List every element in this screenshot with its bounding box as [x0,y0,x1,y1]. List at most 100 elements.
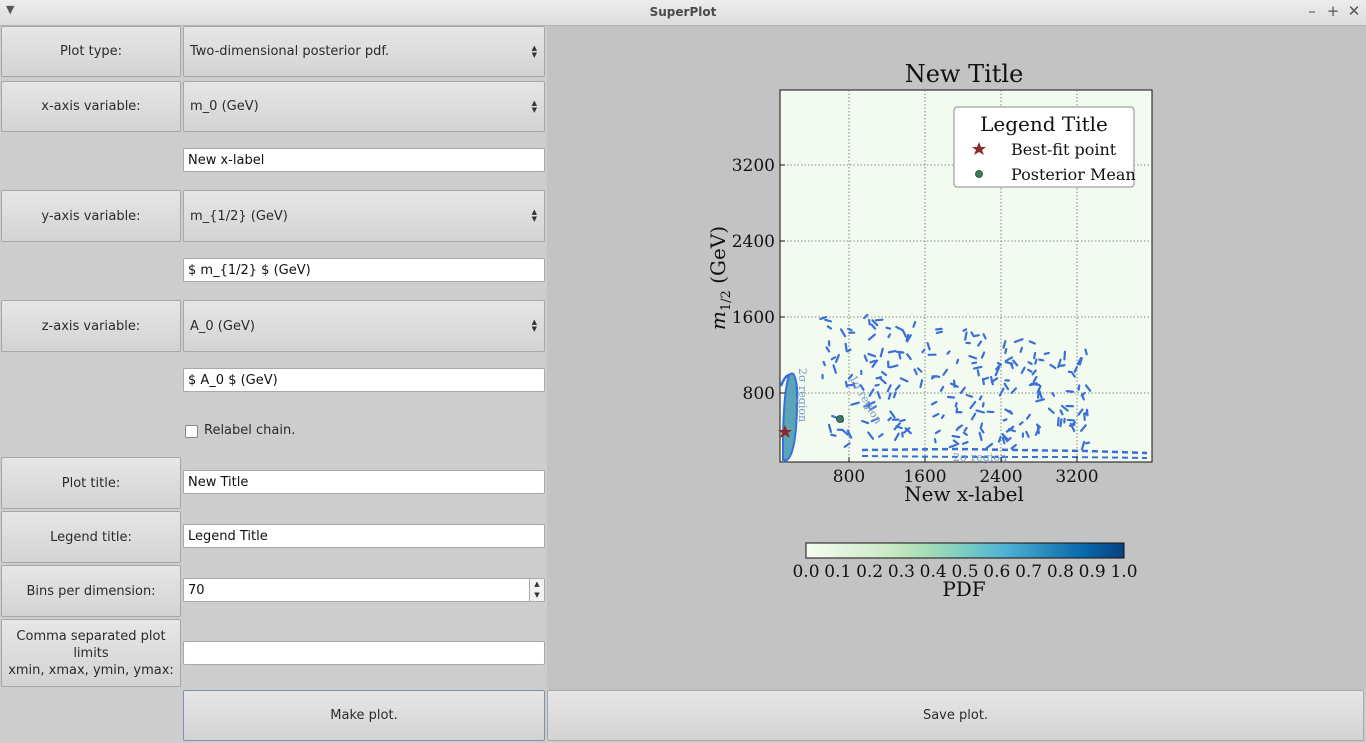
x-tick-label: 2400 [979,467,1022,487]
contour-lines [779,313,1148,463]
contour-segment [869,400,876,405]
y-axis-variable-button[interactable]: y-axis variable: [1,190,181,242]
contour-segment [1073,365,1079,373]
contour-segment [1019,346,1024,353]
core-contour-fill [782,372,799,461]
x-label-input[interactable]: New x-label [183,148,545,172]
window-menu-icon[interactable]: ▼ [6,3,15,16]
z-axis-variable-button[interactable]: z-axis variable: [1,300,181,352]
contour-segment [970,412,977,421]
minimize-icon[interactable]: – [1308,2,1316,20]
bins-value: 70 [188,582,205,598]
y-axis-label: m1/2 (GeV) [706,226,734,330]
plot-type-combo[interactable]: Two-dimensional posterior pdf. ▲ ▼ [183,26,545,77]
close-icon[interactable]: ✕ [1347,2,1361,20]
contour-segment [932,412,940,418]
contour-segment [876,391,882,400]
spin-buttons[interactable]: ▲ ▼ [529,579,544,601]
x-axis-variable-combo[interactable]: m_0 (GeV) ▲ ▼ [183,81,545,132]
contour-segment [1004,361,1014,365]
y-axis-variable-combo[interactable]: m_{1/2} (GeV) ▲ ▼ [183,190,545,242]
spin-down-icon[interactable]: ▼ [534,591,540,599]
plot-title-input[interactable]: New Title [183,470,545,494]
contour-segment [975,409,985,414]
relabel-chain-checkbox[interactable] [185,425,198,438]
z-axis-variable-combo[interactable]: A_0 (GeV) ▲ ▼ [183,300,545,352]
contour-segment [1010,443,1017,450]
contour-segment [1059,418,1063,428]
contour-label-2sigma-left: 2σ region [796,368,809,422]
contour-segment [1032,376,1038,383]
contour-segment [948,443,958,449]
plot-limits-button[interactable]: Comma separated plot limits xmin, xmax, … [1,619,181,687]
contour-segment [930,400,938,406]
z-label-input[interactable]: $ A_0 $ (GeV) [183,368,545,392]
contour-segment [981,378,985,386]
bins-per-dimension-button[interactable]: Bins per dimension: [1,565,181,617]
combo-arrows-icon: ▲ ▼ [531,208,537,223]
colorbar-label: PDF [942,577,985,601]
legend-title-button[interactable]: Legend title: [1,511,181,563]
z-axis-variable-value: A_0 (GeV) [190,318,255,334]
x-axis-variable-button[interactable]: x-axis variable: [1,81,181,132]
contour-segment [1018,421,1024,426]
contour-segment [887,349,897,354]
contour-segment [867,431,875,440]
legend-circle-icon [975,170,983,178]
contour-segment [824,318,833,323]
contour-segment [846,429,853,439]
contour-segment [895,325,904,332]
contour-segment [965,393,974,398]
contour-segment [905,333,910,342]
plot-limits-input[interactable] [183,641,545,665]
plot-type-button[interactable]: Plot type: [1,26,181,77]
contour-segment [869,405,877,411]
contour-segment [970,331,975,338]
contour-segment [879,377,887,385]
contour-segment [951,434,961,439]
spin-up-icon[interactable]: ▲ [534,580,540,588]
contour-segment [1028,382,1038,387]
chart-title: New Title [905,60,1024,88]
contour-segment [867,333,876,341]
colorbar-tick-label: 0.8 [1047,562,1074,582]
x-axis-variable-value: m_0 (GeV) [190,99,259,114]
contour-segment [935,330,944,335]
contour-segment [871,359,879,368]
contour-segment [994,366,1000,377]
colorbar-tick-label: 0.5 [951,562,978,582]
contour-segment [1085,408,1089,417]
colorbar-tick-label: 0.7 [1015,562,1042,582]
contour-segment [982,333,987,340]
colorbar-tick-label: 0.0 [792,562,819,582]
make-plot-button[interactable]: Make plot. [183,690,545,741]
colorbar-tick-label: 0.2 [856,562,883,582]
contour-segment [863,404,870,408]
y-label-input[interactable]: $ m_{1/2} $ (GeV) [183,258,545,282]
contour-segment [1025,413,1031,420]
contour-segment [955,358,960,365]
contour-segment [895,350,902,354]
colorbar-tick-label: 0.1 [824,562,851,582]
contour-segment [1027,361,1033,365]
contour-segment [1034,358,1038,365]
contour-segment [976,369,980,377]
contour-segment [889,364,899,369]
bins-per-dimension-spinbox[interactable]: 70 ▲ ▼ [183,578,545,602]
contour-segment [850,401,860,406]
maximize-icon[interactable]: + [1326,2,1340,20]
contour-segment [946,350,951,355]
colorbar: 0.0 0.1 0.2 0.3 0.4 0.5 0.6 0.7 0.8 0.9 1.0 PDF [792,542,1138,601]
legend-title-input[interactable]: Legend Title [183,524,545,548]
y-tick-label: 3200 [732,156,775,176]
save-plot-button[interactable]: Save plot. [547,690,1364,741]
contour-segment [1080,393,1085,401]
contour-segment [860,419,870,425]
plot-title-button[interactable]: Plot title: [1,457,181,509]
contour-segment [1028,340,1036,345]
legend-entry-posterior-mean: Posterior Mean [1011,165,1136,184]
contour-segment [1020,366,1026,374]
contour-segment [892,391,897,399]
contour-segment [939,385,945,392]
contour-segment [1002,340,1007,349]
